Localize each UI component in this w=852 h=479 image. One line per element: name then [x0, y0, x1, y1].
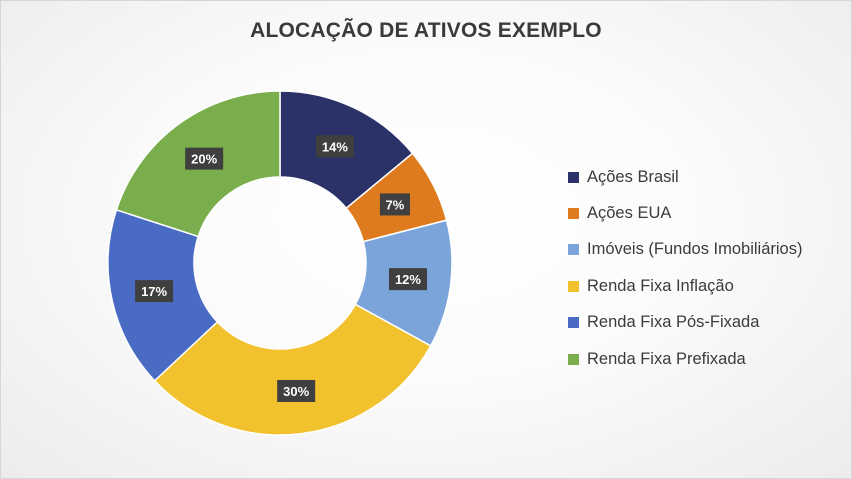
legend: Ações Brasil Ações EUA Imóveis (Fundos Imo…: [568, 159, 802, 377]
legend-item-0: Ações Brasil: [568, 159, 802, 195]
chart-title: ALOCAÇÃO DE ATIVOS EXEMPLO: [250, 19, 602, 42]
legend-item-2: Imóveis (Fundos Imobiliários): [568, 232, 802, 268]
data-label-box-5: [185, 147, 224, 170]
legend-swatch-1: [568, 208, 579, 220]
legend-label-2: Imóveis (Fundos Imobiliários): [587, 240, 803, 259]
legend-label-0: Ações Brasil: [587, 167, 679, 186]
legend-item-1: Ações EUA: [568, 195, 802, 231]
legend-swatch-2: [568, 244, 579, 256]
legend-item-4: Renda Fixa Pós-Fixada: [568, 305, 802, 341]
data-label-box-4: [135, 280, 174, 303]
data-label-5: 20%: [191, 152, 217, 167]
data-label-box-1: [379, 193, 410, 216]
data-label-2: 12%: [395, 272, 421, 287]
legend-label-5: Renda Fixa Prefixada: [587, 349, 746, 368]
data-label-box-2: [388, 268, 427, 291]
legend-label-3: Renda Fixa Inflação: [587, 276, 734, 295]
legend-label-1: Ações EUA: [587, 204, 672, 223]
data-label-1: 7%: [386, 197, 405, 212]
legend-swatch-4: [568, 317, 579, 329]
data-label-4: 17%: [141, 284, 167, 299]
legend-item-3: Renda Fixa Inflação: [568, 268, 802, 304]
data-label-0: 14%: [322, 139, 348, 154]
donut-slice-3: [153, 303, 432, 436]
legend-item-5: Renda Fixa Prefixada: [568, 341, 802, 377]
legend-swatch-3: [568, 280, 579, 292]
data-label-3: 30%: [283, 384, 309, 399]
data-label-box-0: [315, 135, 354, 158]
legend-label-4: Renda Fixa Pós-Fixada: [587, 313, 760, 332]
data-label-box-3: [277, 379, 316, 402]
legend-swatch-0: [568, 171, 579, 183]
legend-swatch-5: [568, 353, 579, 365]
